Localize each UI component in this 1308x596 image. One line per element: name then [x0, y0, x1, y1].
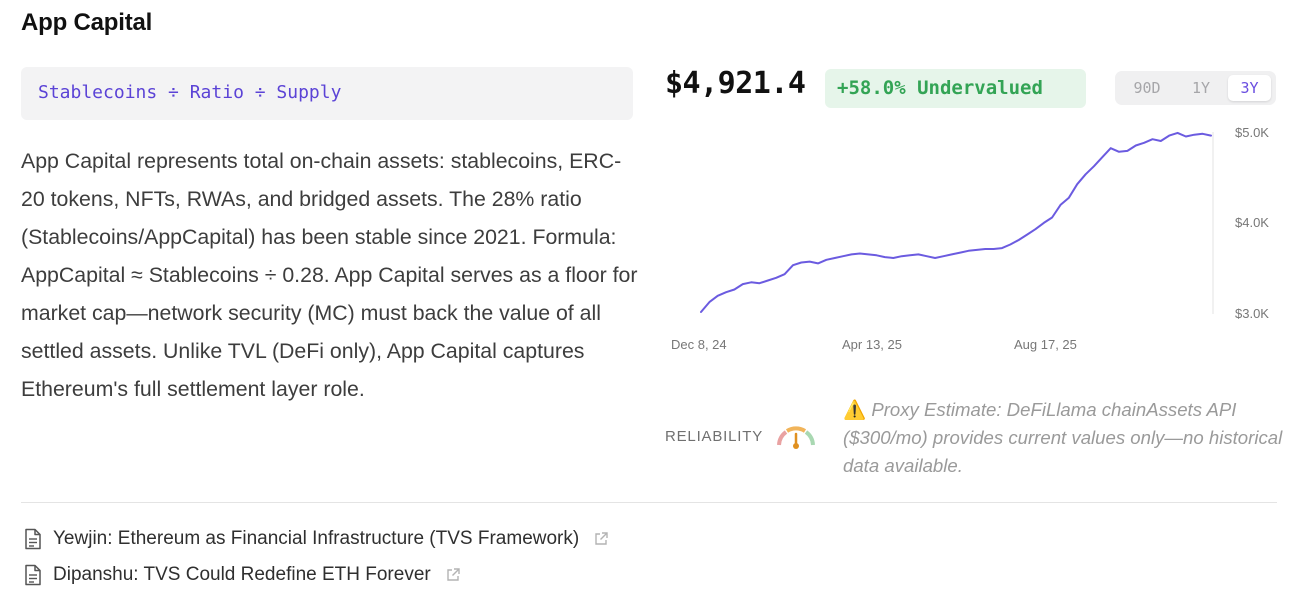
document-icon: [25, 564, 41, 586]
chart-plot-area: [700, 131, 1212, 313]
valuation-badge: +58.0% Undervalued: [825, 69, 1086, 108]
current-value: $4,921.4: [665, 66, 806, 101]
document-icon: [25, 528, 41, 550]
x-tick-label: Apr 13, 25: [842, 337, 902, 352]
value-chart: $5.0K $4.0K $3.0K Dec 8, 24 Apr 13, 25 A…: [671, 125, 1269, 352]
valuation-badge-text: +58.0% Undervalued: [837, 77, 1043, 99]
reliability-gauge-icon: [777, 426, 815, 449]
description-text: App Capital represents total on-chain as…: [21, 149, 638, 401]
series-line: [700, 131, 1212, 313]
external-link-icon[interactable]: [593, 531, 609, 547]
x-tick-label: Aug 17, 25: [1014, 337, 1077, 352]
proxy-estimate-text: Proxy Estimate: DeFiLlama chainAssets AP…: [843, 399, 1283, 476]
x-tick-label: Dec 8, 24: [671, 337, 727, 352]
reliability-label: RELIABILITY: [665, 428, 764, 445]
range-option-3y[interactable]: 3Y: [1228, 75, 1271, 101]
range-option-90d[interactable]: 90D: [1133, 79, 1161, 97]
y-tick-label: $3.0K: [1235, 306, 1269, 321]
reference-link-text[interactable]: Yewjin: Ethereum as Financial Infrastruc…: [53, 528, 580, 549]
page-title: App Capital: [21, 9, 153, 36]
range-option-1y[interactable]: 1Y: [1191, 79, 1211, 97]
reference-link-text[interactable]: Dipanshu: TVS Could Redefine ETH Forever: [53, 564, 431, 585]
range-selector: 90D 1Y 3Y: [1115, 71, 1276, 105]
divider: [21, 502, 1277, 503]
formula-text: Stablecoins ÷ Ratio ÷ Supply: [38, 82, 342, 103]
y-tick-label: $5.0K: [1235, 125, 1269, 140]
external-link-icon[interactable]: [445, 567, 461, 583]
formula-box: Stablecoins ÷ Ratio ÷ Supply: [21, 67, 633, 120]
reference-link-2[interactable]: Dipanshu: TVS Could Redefine ETH Forever: [23, 562, 461, 588]
warning-icon: ⚠️: [843, 399, 867, 420]
y-tick-label: $4.0K: [1235, 215, 1269, 230]
proxy-estimate-note: ⚠️ Proxy Estimate: DeFiLlama chainAssets…: [843, 396, 1283, 480]
reference-link-1[interactable]: Yewjin: Ethereum as Financial Infrastruc…: [23, 526, 609, 552]
